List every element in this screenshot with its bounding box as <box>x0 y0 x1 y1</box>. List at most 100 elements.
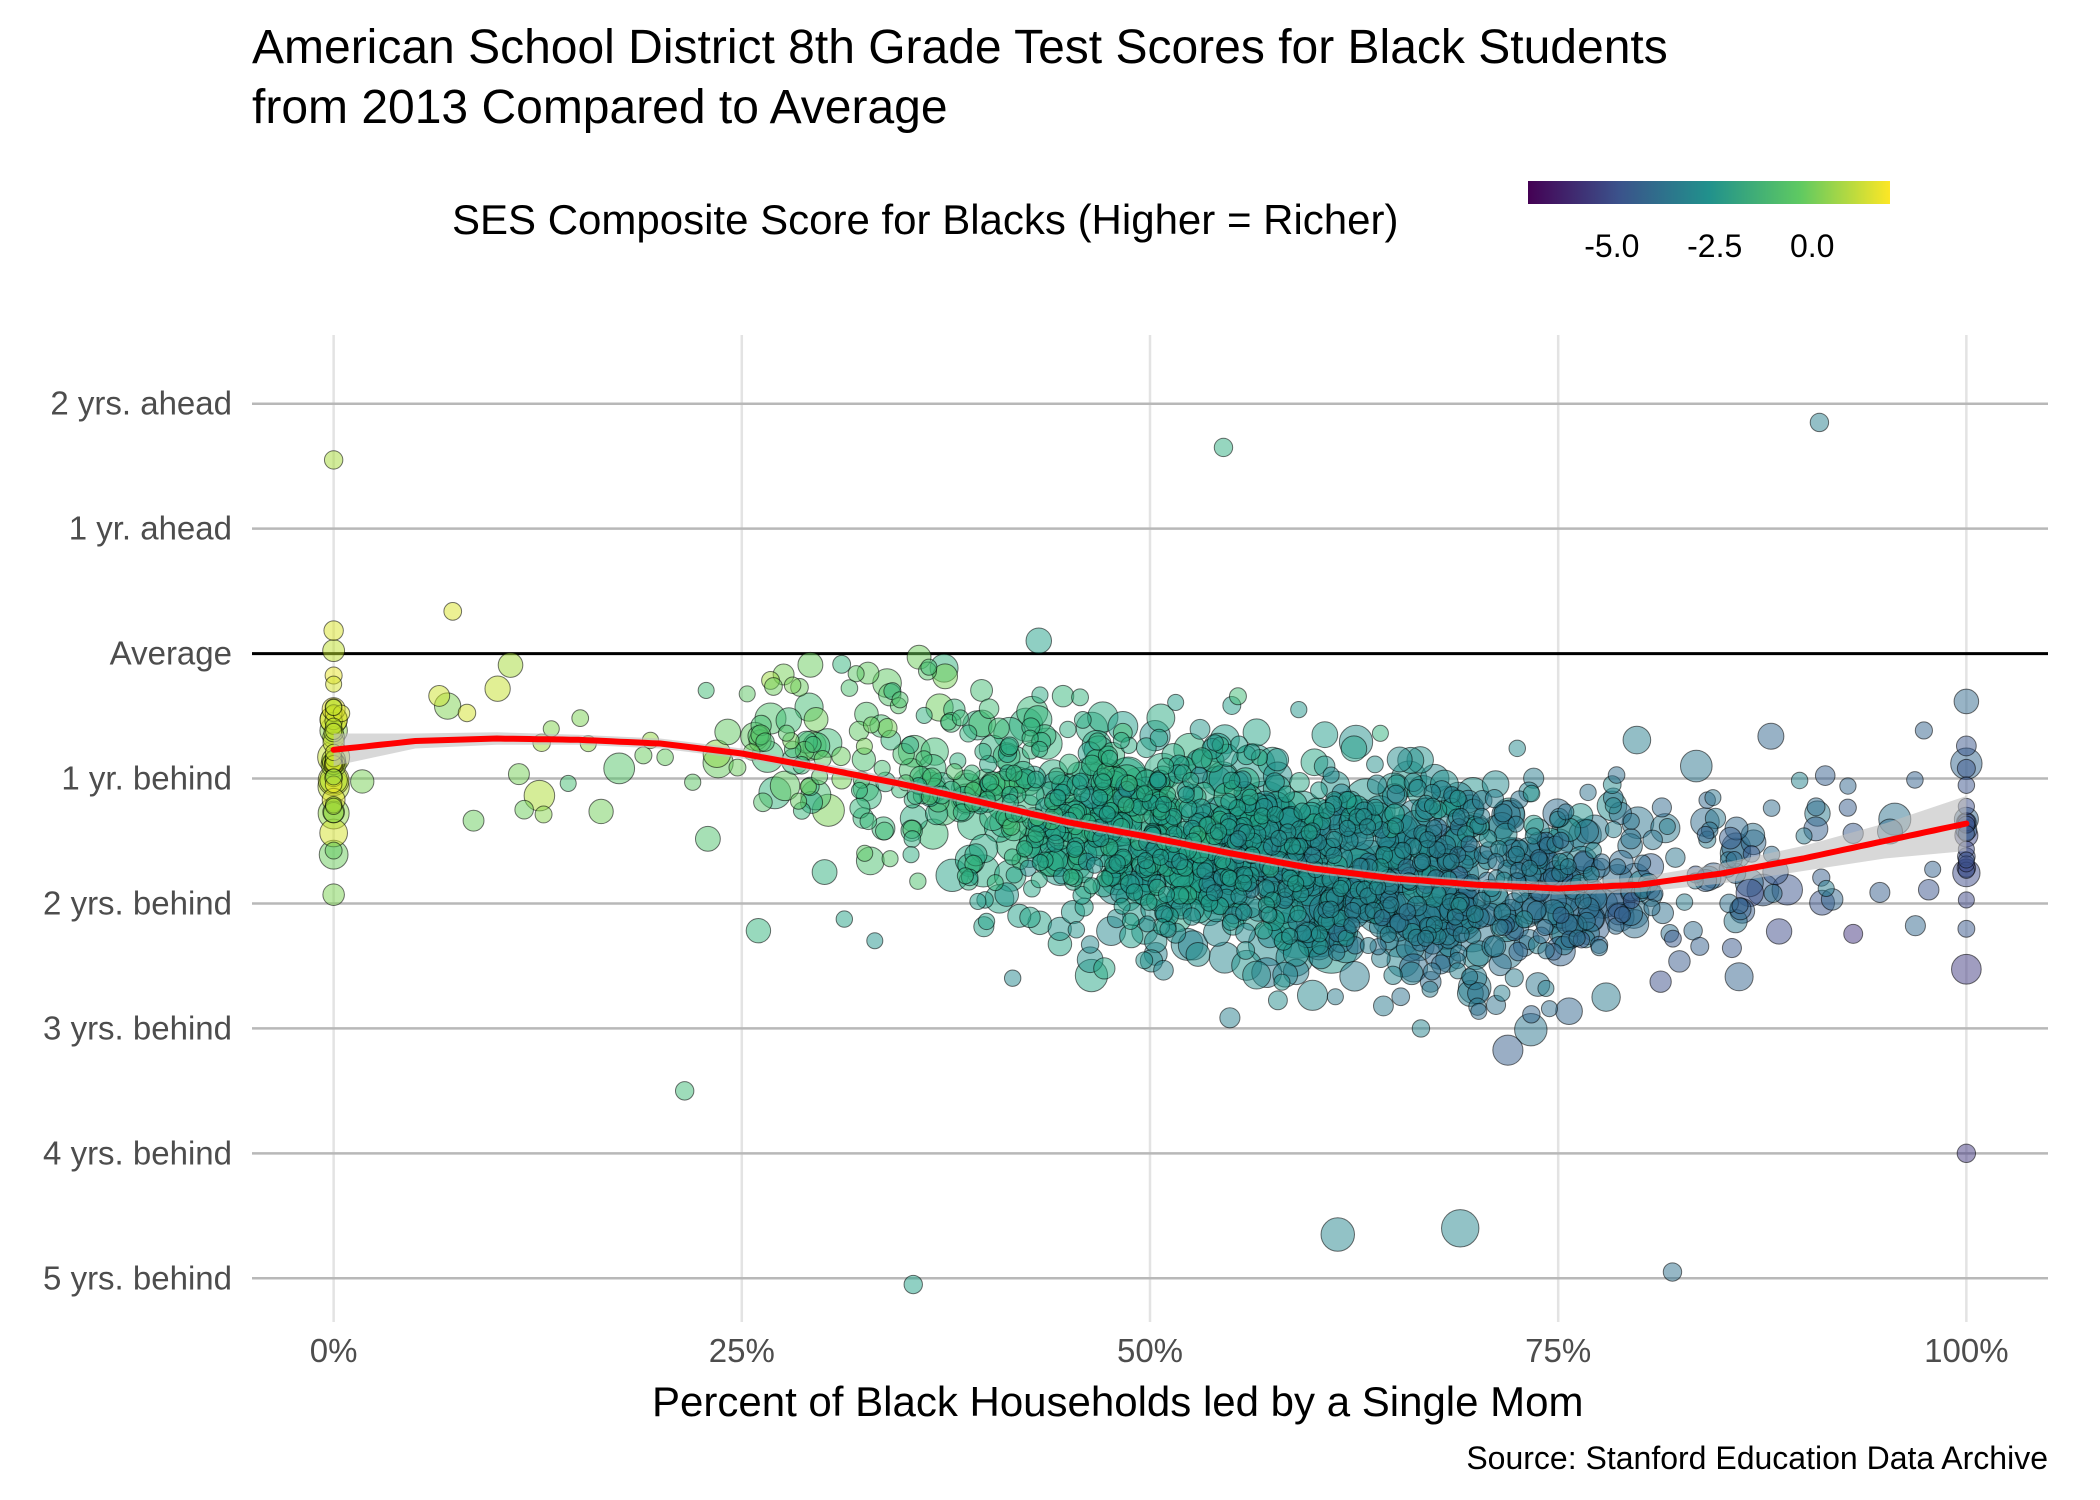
data-point <box>755 732 775 752</box>
data-point <box>855 737 873 755</box>
data-point <box>1254 921 1273 940</box>
data-point <box>804 735 822 753</box>
data-point <box>1338 819 1357 837</box>
data-point <box>497 652 524 678</box>
data-point <box>1441 1209 1480 1248</box>
data-point <box>1442 853 1460 871</box>
data-point <box>1083 877 1101 895</box>
data-point <box>1609 858 1627 876</box>
data-point <box>1100 749 1119 768</box>
data-point <box>1046 834 1065 853</box>
y-tick-labels: 2 yrs. ahead 1 yr. ahead Average 1 yr. behi… <box>43 385 232 1297</box>
data-point <box>1591 982 1621 1012</box>
data-point <box>1287 875 1305 893</box>
data-point <box>1325 846 1343 864</box>
data-point <box>847 665 865 683</box>
data-point <box>1300 824 1318 842</box>
data-point <box>1552 906 1570 924</box>
data-point <box>1206 734 1224 752</box>
data-point <box>1094 773 1112 791</box>
data-point <box>1019 906 1041 929</box>
data-point <box>866 932 884 950</box>
data-point <box>1113 897 1131 915</box>
data-point <box>1021 729 1039 747</box>
data-point <box>1071 688 1089 707</box>
data-point <box>903 1274 923 1295</box>
data-point <box>1957 919 1976 938</box>
data-point <box>1067 921 1086 939</box>
x-tick-label-3: 75% <box>1525 1332 1591 1369</box>
data-point <box>1515 910 1534 929</box>
data-point <box>1015 840 1033 858</box>
data-point <box>1956 758 1976 778</box>
data-point <box>325 675 343 693</box>
x-tick-labels: 0% 25% 50% 75% 100% <box>310 1332 2009 1369</box>
data-point <box>1138 915 1156 933</box>
data-point <box>903 830 922 848</box>
data-point <box>1386 784 1406 804</box>
data-point <box>1555 997 1583 1026</box>
data-point <box>1310 925 1329 943</box>
data-point <box>1399 961 1424 986</box>
data-point <box>1540 1000 1559 1018</box>
data-point <box>1690 936 1710 956</box>
data-point <box>1413 853 1432 871</box>
data-point <box>1310 781 1328 800</box>
y-tick-label-7: 5 yrs. behind <box>43 1259 232 1296</box>
data-point <box>881 850 899 868</box>
data-point <box>1843 923 1864 944</box>
data-point <box>1473 807 1491 825</box>
data-point <box>811 859 838 886</box>
source-note: Source: Stanford Education Data Archive <box>1466 1440 2048 1476</box>
data-point <box>1027 825 1045 843</box>
data-point <box>1325 830 1343 849</box>
legend-tick-1: -2.5 <box>1687 228 1743 264</box>
data-point <box>1366 774 1388 795</box>
data-point <box>1524 827 1542 845</box>
data-point <box>901 736 920 755</box>
data-point <box>1273 973 1291 991</box>
data-point <box>1030 871 1048 889</box>
data-point <box>799 777 817 796</box>
data-point <box>1086 856 1104 874</box>
data-point <box>1136 852 1154 870</box>
data-point <box>1613 906 1631 924</box>
data-point <box>1003 969 1022 987</box>
data-point <box>1574 892 1592 910</box>
data-point <box>1340 735 1368 762</box>
data-point <box>1398 903 1416 921</box>
data-point <box>325 698 343 716</box>
data-point <box>859 812 878 831</box>
data-point <box>1048 767 1066 785</box>
y-tick-label-6: 4 yrs. behind <box>43 1134 232 1171</box>
data-point <box>951 709 969 727</box>
data-point <box>1607 766 1626 784</box>
data-point <box>850 781 869 799</box>
data-point <box>1025 627 1053 654</box>
smooth-trend <box>330 732 1970 895</box>
data-point <box>874 821 894 841</box>
data-point <box>1003 848 1021 866</box>
data-point <box>1098 805 1116 823</box>
data-point <box>1664 929 1682 948</box>
data-point <box>945 763 964 781</box>
data-point <box>1460 835 1478 853</box>
data-point <box>1343 902 1362 920</box>
data-point <box>1096 870 1114 888</box>
data-point <box>1795 827 1813 845</box>
data-point <box>1763 883 1783 903</box>
data-point <box>1536 918 1554 937</box>
data-point <box>1235 922 1256 944</box>
data-point <box>1177 786 1195 804</box>
data-point <box>1189 718 1211 740</box>
data-point <box>1446 908 1464 926</box>
data-point <box>1121 912 1140 930</box>
data-point <box>1731 897 1749 915</box>
data-point <box>1209 823 1228 841</box>
data-point <box>1322 766 1340 784</box>
data-point <box>1642 829 1663 851</box>
data-point <box>877 718 898 739</box>
data-point <box>1117 796 1135 814</box>
data-point <box>1394 841 1412 859</box>
